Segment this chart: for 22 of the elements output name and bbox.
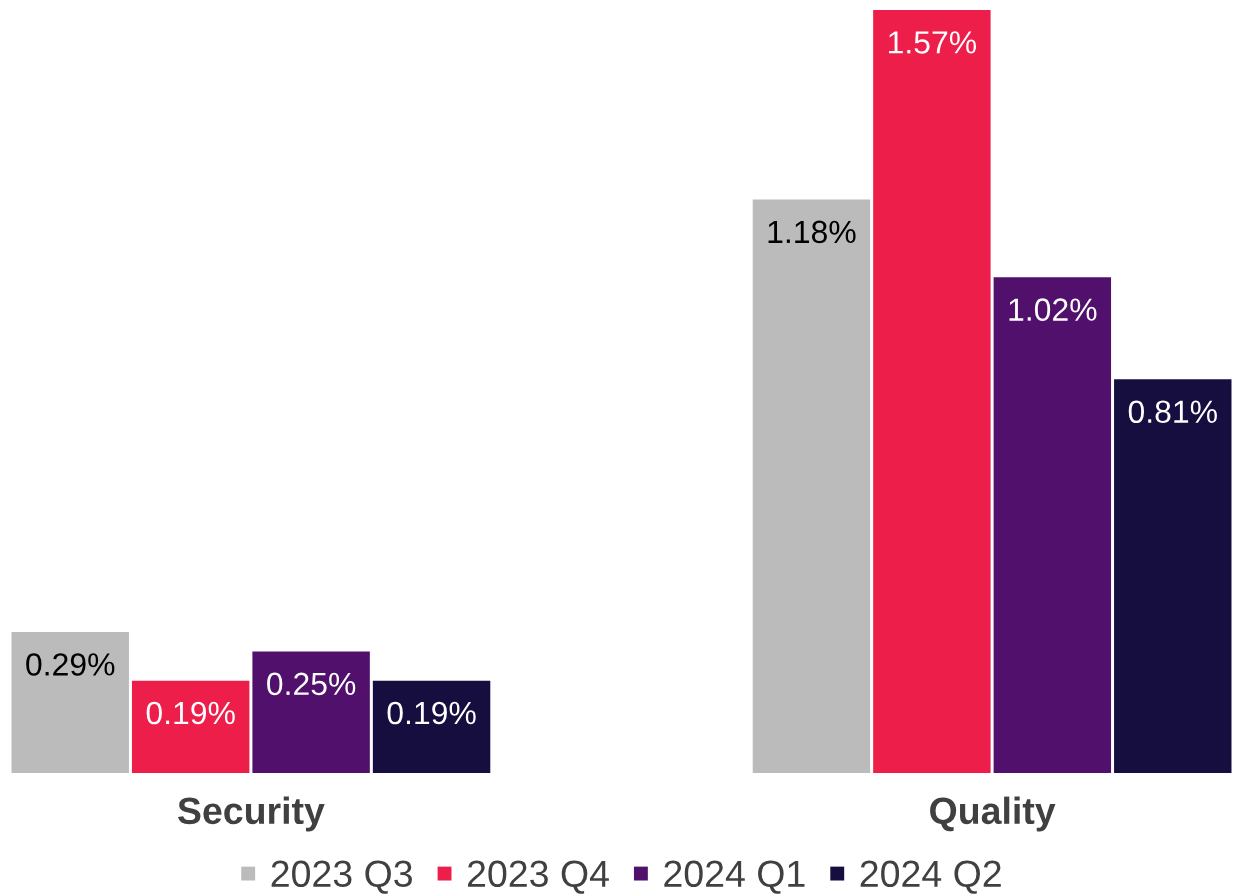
legend-label: 2024 Q2 (860, 860, 1001, 894)
data-label: 0.19% (387, 701, 476, 725)
bar (11, 632, 129, 773)
legend-label: 2023 Q4 (467, 860, 609, 894)
bar (131, 680, 250, 773)
bar (993, 277, 1112, 773)
data-label: 1.18% (768, 220, 856, 244)
bar (1114, 379, 1232, 773)
legend-label: 2024 Q1 (664, 860, 805, 894)
x-tick-label: Quality (930, 796, 1056, 832)
data-label: 1.02% (1009, 298, 1097, 321)
x-tick-label: Security (177, 796, 325, 832)
bar (372, 680, 491, 773)
legend-label: 2023 Q3 (271, 860, 412, 894)
data-label: 1.57% (889, 31, 977, 54)
data-label: 0.19% (146, 701, 235, 725)
data-label: 0.81% (1128, 400, 1217, 424)
data-label: 0.29% (26, 653, 115, 676)
data-label: 0.25% (267, 672, 356, 696)
bar (252, 651, 370, 773)
bar (752, 199, 871, 773)
bar (873, 10, 991, 773)
